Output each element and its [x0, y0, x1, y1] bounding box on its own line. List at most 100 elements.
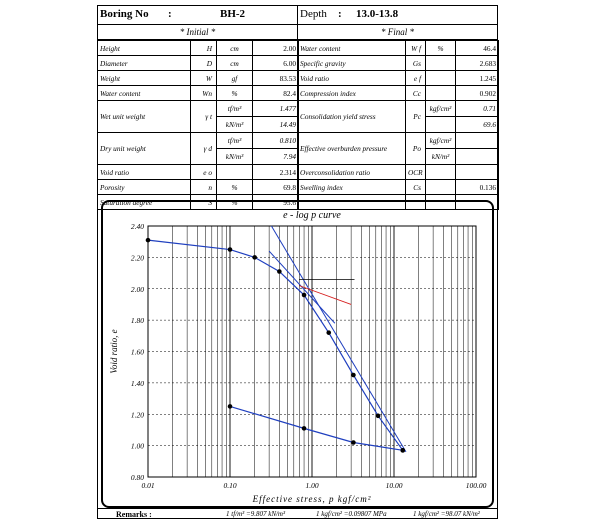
property-name: Effective overburden pressure	[297, 132, 406, 165]
property-unit	[425, 70, 456, 86]
property-unit: %	[425, 40, 456, 56]
property-name: Swelling index	[297, 179, 406, 195]
property-unit: kgf/cm² kN/m²	[425, 132, 456, 165]
property-symbol: OCR	[405, 164, 426, 180]
property-symbol: D	[190, 55, 217, 71]
property-name: Void ratio	[297, 70, 406, 86]
final-properties-table: Water content W f% 46.4 Specific gravity Gs 2…	[297, 40, 499, 210]
property-unit	[425, 164, 456, 180]
property-unit-1: tf/m³	[227, 136, 242, 145]
property-unit	[216, 164, 253, 180]
property-symbol: Wn	[190, 85, 217, 101]
data-point-loading	[375, 413, 381, 419]
plot-area	[147, 225, 477, 478]
property-unit-2: kN/m²	[426, 148, 455, 164]
property-name: Height	[97, 40, 191, 56]
property-unit: cm	[216, 40, 253, 56]
property-unit	[425, 55, 456, 71]
x-tick-label: 1.00	[305, 481, 318, 490]
property-value: 1.245	[455, 70, 499, 86]
property-name: Porosity	[97, 179, 191, 195]
x-tick-label: 10.00	[386, 481, 403, 490]
depth-value: 13.0-13.8	[356, 8, 399, 20]
property-symbol: H	[190, 40, 217, 56]
series-line-unloading	[229, 405, 403, 451]
x-tick-label: 0.10	[223, 481, 236, 490]
property-value: 0.902	[455, 85, 499, 101]
property-symbol: Cs	[405, 179, 426, 195]
data-point-loading	[252, 255, 257, 260]
property-name: Consolidation yield stress	[297, 100, 406, 133]
property-unit: %	[216, 85, 253, 101]
y-tick-label: 2.20	[131, 253, 144, 262]
header-divider	[297, 6, 298, 24]
property-value: 0.136	[455, 179, 499, 195]
depth-colon: :	[338, 8, 342, 20]
boring-no-value: BH-2	[220, 8, 246, 20]
property-unit-1: tf/m³	[227, 104, 242, 113]
property-unit	[425, 85, 456, 101]
y-tick-label: 0.80	[131, 473, 144, 482]
y-tick-label: 1.20	[131, 410, 144, 419]
property-value-2: 69.6	[456, 116, 498, 132]
property-value: 1.477 14.49	[252, 100, 299, 133]
property-value-2	[456, 148, 498, 164]
y-tick-label: 1.00	[131, 442, 144, 451]
property-value-1: 0.810	[279, 136, 296, 145]
property-value: 0.810 7.94	[252, 132, 299, 165]
property-unit: %	[216, 179, 253, 195]
initial-section-title: * Initial *	[98, 25, 298, 40]
property-row: Dry unit weight γ d tf/m³ kN/m³ 0.810 7.94	[97, 132, 299, 165]
property-unit: %	[216, 194, 253, 210]
property-value	[455, 132, 499, 165]
property-row: Saturation degree S% 95.6	[97, 194, 299, 210]
remarks-label: Remarks :	[116, 510, 152, 519]
property-row: Compression index Cc 0.902	[297, 85, 499, 101]
property-name: Saturation degree	[97, 194, 191, 210]
property-row: Effective overburden pressure Po kgf/cm² kN…	[297, 132, 499, 165]
remark-kn: 1 kgf/cm² =98.07 kN/m²	[413, 510, 480, 518]
property-unit-1: kgf/cm²	[429, 136, 452, 145]
property-unit	[425, 179, 456, 195]
data-point-loading	[326, 330, 332, 335]
property-row: Swelling index Cs 0.136	[297, 179, 499, 195]
property-value: 69.8	[252, 179, 299, 195]
virgin-compression-line	[270, 225, 407, 453]
property-row: Void ratio e f 1.245	[297, 70, 499, 86]
property-symbol: e o	[190, 164, 217, 180]
y-tick-label: 2.00	[131, 285, 144, 294]
property-row: Water content W f% 46.4	[297, 40, 499, 56]
property-name: Void ratio	[97, 164, 191, 180]
property-name: Wet unit weight	[97, 100, 191, 133]
property-value-1	[457, 134, 498, 149]
property-name: Overconsolidation ratio	[297, 164, 406, 180]
y-tick-label: 1.80	[131, 316, 144, 325]
property-row: Consolidation yield stress Pc kgf/cm² 0.71 6…	[297, 100, 499, 133]
property-unit: tf/m³ kN/m³	[216, 100, 253, 133]
consolidation-test-sheet: Boring No : BH-2 Depth : 13.0-13.8 * Ini…	[97, 5, 499, 519]
x-axis-label: Effective stress, p kgf/cm²	[252, 494, 372, 504]
x-tick-label: 100.00	[466, 481, 487, 490]
data-point-loading	[301, 292, 307, 298]
property-name: Dry unit weight	[97, 132, 191, 165]
remark-tf: 1 tf/m³ =9.807 kN/m³	[226, 510, 286, 518]
property-name: Compression index	[297, 85, 406, 101]
property-symbol: S	[190, 194, 217, 210]
property-name: Specific gravity	[297, 55, 406, 71]
property-name: Water content	[97, 85, 191, 101]
e-log-p-chart: 0.80 1.00 1.20 1.40 1.60 1.80 2.00 2.20 2.40 0.01…	[109, 210, 487, 504]
property-name: Water content	[297, 40, 406, 56]
chart-title: e - log p curve	[283, 210, 341, 221]
remark-mpa: 1 kgf/cm² =0.09807 MPa	[316, 510, 387, 518]
data-point-loading	[227, 247, 233, 252]
property-row: Specific gravity Gs 2.683	[297, 55, 499, 71]
property-symbol: Cc	[405, 85, 426, 101]
y-axis-label: Void ratio, e	[109, 329, 119, 373]
boring-colon: :	[168, 8, 172, 20]
property-symbol: W	[190, 70, 217, 86]
series-line-loading	[147, 239, 404, 451]
